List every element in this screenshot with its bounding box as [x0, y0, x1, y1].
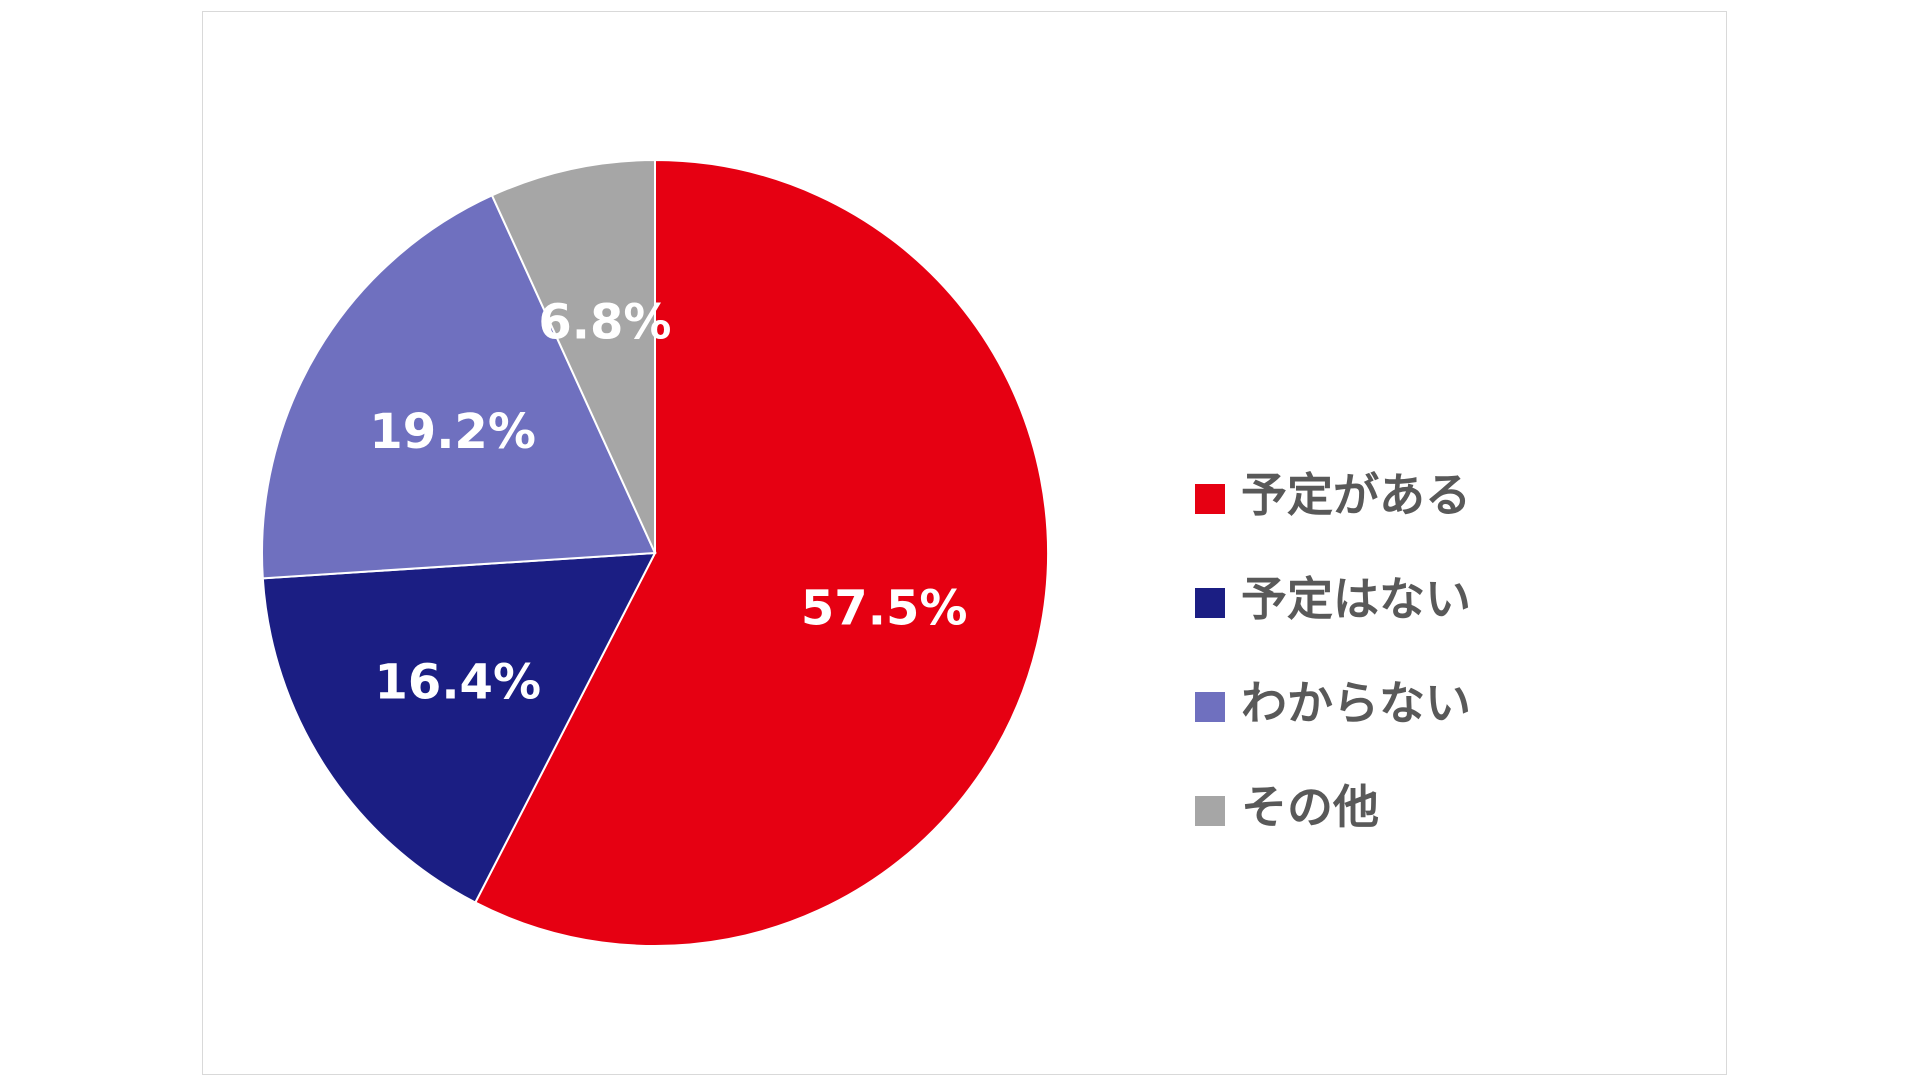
data-label-not-planned: 16.4%	[375, 654, 542, 710]
legend-item-not-planned: 予定はない	[1195, 544, 1471, 648]
legend-item-other: その他	[1195, 752, 1471, 856]
legend-swatch-other	[1195, 796, 1225, 826]
legend-swatch-planned	[1195, 484, 1225, 514]
legend-swatch-not-planned	[1195, 588, 1225, 618]
data-label-other: 6.8%	[538, 295, 671, 351]
data-label-unknown: 19.2%	[369, 404, 536, 460]
legend-swatch-unknown	[1195, 692, 1225, 722]
legend: 予定がある 予定はない わからない その他	[1195, 440, 1471, 856]
legend-item-unknown: わからない	[1195, 648, 1471, 752]
pie-slice-planned	[473, 158, 1049, 947]
pie-slice-not-planned	[261, 551, 657, 904]
pie-slice-unknown	[261, 194, 657, 580]
legend-label-other: その他	[1241, 780, 1379, 834]
legend-label-unknown: わからない	[1241, 676, 1471, 730]
legend-label-not-planned: 予定はない	[1241, 572, 1471, 626]
data-label-planned: 57.5%	[801, 580, 968, 636]
legend-item-planned: 予定がある	[1195, 440, 1471, 544]
pie-slice-other	[490, 158, 656, 554]
legend-label-planned: 予定がある	[1241, 468, 1471, 522]
